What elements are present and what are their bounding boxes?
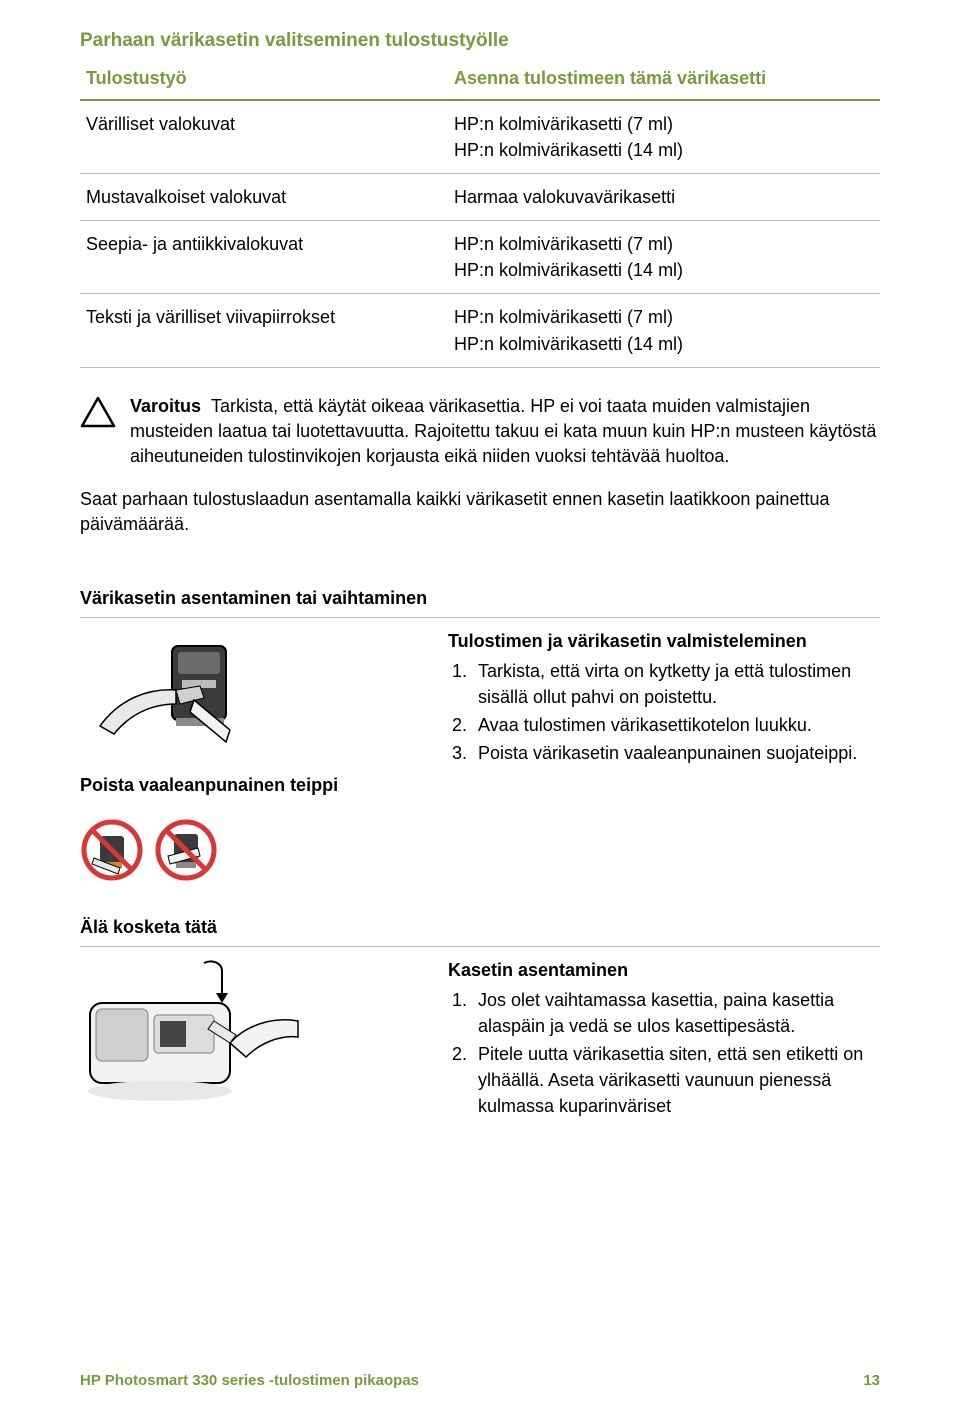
- list-item: Avaa tulostimen värikasettikotelon luukk…: [472, 712, 880, 738]
- cell-line: HP:n kolmivärikasetti (14 ml): [454, 260, 683, 280]
- prohibit-icons-row: [80, 818, 880, 887]
- section-left-col: Poista vaaleanpunainen teippi: [80, 628, 448, 796]
- list-item: Jos olet vaihtamassa kasettia, paina kas…: [472, 987, 880, 1039]
- table-header-right: Asenna tulostimeen tämä värikasetti: [448, 58, 880, 100]
- cell-line: HP:n kolmivärikasetti (14 ml): [454, 334, 683, 354]
- table-row: Seepia- ja antiikkivalokuvat HP:n kolmiv…: [80, 221, 880, 294]
- table-row: Teksti ja värilliset viivapiirrokset HP:…: [80, 294, 880, 367]
- cell-line: HP:n kolmivärikasetti (14 ml): [454, 140, 683, 160]
- sub-heading: Kasetin asentaminen: [448, 957, 880, 983]
- insert-cartridge-illustration-icon: [80, 957, 438, 1112]
- sub-heading: Tulostimen ja värikasetin valmistelemine…: [448, 628, 880, 654]
- table-cell-right: HP:n kolmivärikasetti (7 ml) HP:n kolmiv…: [448, 294, 880, 367]
- table-row: Värilliset valokuvat HP:n kolmivärikaset…: [80, 100, 880, 174]
- cartridge-table: Tulostustyö Asenna tulostimeen tämä väri…: [80, 58, 880, 368]
- cell-line: Harmaa valokuvavärikasetti: [454, 187, 675, 207]
- step-list: Tarkista, että virta on kytketty ja että…: [448, 658, 880, 766]
- do-not-retape-icon: [154, 818, 218, 887]
- list-item: Pitele uutta värikasettia siten, että se…: [472, 1041, 880, 1119]
- warning-label: Varoitus: [130, 396, 201, 416]
- section-right-col: Tulostimen ja värikasetin valmistelemine…: [448, 628, 880, 796]
- warning-body: Tarkista, että käytät oikeaa värikasetti…: [130, 396, 876, 466]
- remove-tape-illustration-icon: [80, 628, 438, 763]
- section-heading: Värikasetin asentaminen tai vaihtaminen: [80, 588, 880, 609]
- warning-block: Varoitus Tarkista, että käytät oikeaa vä…: [80, 394, 880, 470]
- section-right-col: Kasetin asentaminen Jos olet vaihtamassa…: [448, 957, 880, 1124]
- footer-left: HP Photosmart 330 series -tulostimen pik…: [80, 1372, 419, 1389]
- table-header-row: Tulostustyö Asenna tulostimeen tämä väri…: [80, 58, 880, 100]
- body-paragraph: Saat parhaan tulostuslaadun asentamalla …: [80, 487, 880, 537]
- warning-text: Varoitus Tarkista, että käytät oikeaa vä…: [130, 394, 880, 470]
- table-cell-left: Teksti ja värilliset viivapiirrokset: [80, 294, 448, 367]
- table-cell-left: Seepia- ja antiikkivalokuvat: [80, 221, 448, 294]
- divider: [80, 617, 880, 618]
- cell-line: HP:n kolmivärikasetti (7 ml): [454, 114, 673, 134]
- page-footer: HP Photosmart 330 series -tulostimen pik…: [80, 1372, 880, 1389]
- table-cell-right: HP:n kolmivärikasetti (7 ml) HP:n kolmiv…: [448, 100, 880, 174]
- section-row: Poista vaaleanpunainen teippi Tulostimen…: [80, 628, 880, 796]
- do-not-touch-contacts-icon: [80, 818, 144, 887]
- table-cell-left: Värilliset valokuvat: [80, 100, 448, 174]
- section-left-col: [80, 957, 448, 1124]
- list-item: Poista värikasetin vaaleanpunainen suoja…: [472, 740, 880, 766]
- cell-line: HP:n kolmivärikasetti (7 ml): [454, 234, 673, 254]
- list-item: Tarkista, että virta on kytketty ja että…: [472, 658, 880, 710]
- step-list: Jos olet vaihtamassa kasettia, paina kas…: [448, 987, 880, 1119]
- cell-line: HP:n kolmivärikasetti (7 ml): [454, 307, 673, 327]
- table-cell-right: Harmaa valokuvavärikasetti: [448, 174, 880, 221]
- section-heading: Älä kosketa tätä: [80, 917, 880, 938]
- table-cell-right: HP:n kolmivärikasetti (7 ml) HP:n kolmiv…: [448, 221, 880, 294]
- section-row: Kasetin asentaminen Jos olet vaihtamassa…: [80, 957, 880, 1124]
- caution-triangle-icon: [80, 396, 116, 435]
- table-cell-left: Mustavalkoiset valokuvat: [80, 174, 448, 221]
- divider: [80, 946, 880, 947]
- illustration-caption: Poista vaaleanpunainen teippi: [80, 775, 438, 796]
- footer-page-number: 13: [863, 1372, 880, 1389]
- table-row: Mustavalkoiset valokuvat Harmaa valokuva…: [80, 174, 880, 221]
- page-title: Parhaan värikasetin valitseminen tulostu…: [80, 30, 880, 52]
- table-header-left: Tulostustyö: [80, 58, 448, 100]
